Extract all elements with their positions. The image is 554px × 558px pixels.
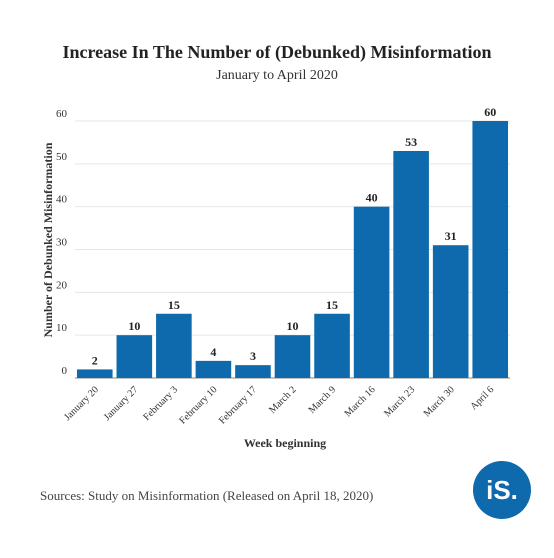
y-tick-label: 0 [62,365,68,377]
value-label: 2 [92,353,98,367]
value-label: 60 [484,105,496,119]
bar [393,150,429,378]
value-label: 31 [445,229,457,243]
bar [353,206,390,378]
bar [274,335,311,378]
bar [195,360,232,378]
y-tick-label: 60 [56,108,68,120]
bar [432,245,469,378]
logo-badge [473,461,531,519]
y-axis-label: Number of Debunked Misinformation [41,142,55,337]
y-tick-label: 50 [56,151,68,163]
y-tick-label: 10 [56,322,68,334]
value-label: 3 [250,349,256,363]
value-label: 53 [405,135,417,149]
bar [235,365,271,378]
bar [76,369,113,378]
y-tick-label: 30 [56,237,68,249]
y-tick-label: 40 [56,194,68,206]
value-label: 4 [210,345,216,359]
bar [472,121,509,378]
bar [314,313,350,378]
value-label: 40 [366,191,378,205]
y-tick-label: 20 [56,279,68,291]
x-axis-label: Week beginning [244,436,326,450]
value-label: 15 [168,298,180,312]
chart-subtitle: January to April 2020 [216,68,338,83]
value-label: 10 [128,319,140,333]
source-note: Sources: Study on Misinformation (Releas… [40,488,373,503]
value-label: 15 [326,298,338,312]
bar [116,335,153,378]
value-label: 10 [287,319,299,333]
bar [156,313,192,378]
chart-title: Increase In The Number of (Debunked) Mis… [62,42,491,63]
logo: iS. [486,475,518,505]
